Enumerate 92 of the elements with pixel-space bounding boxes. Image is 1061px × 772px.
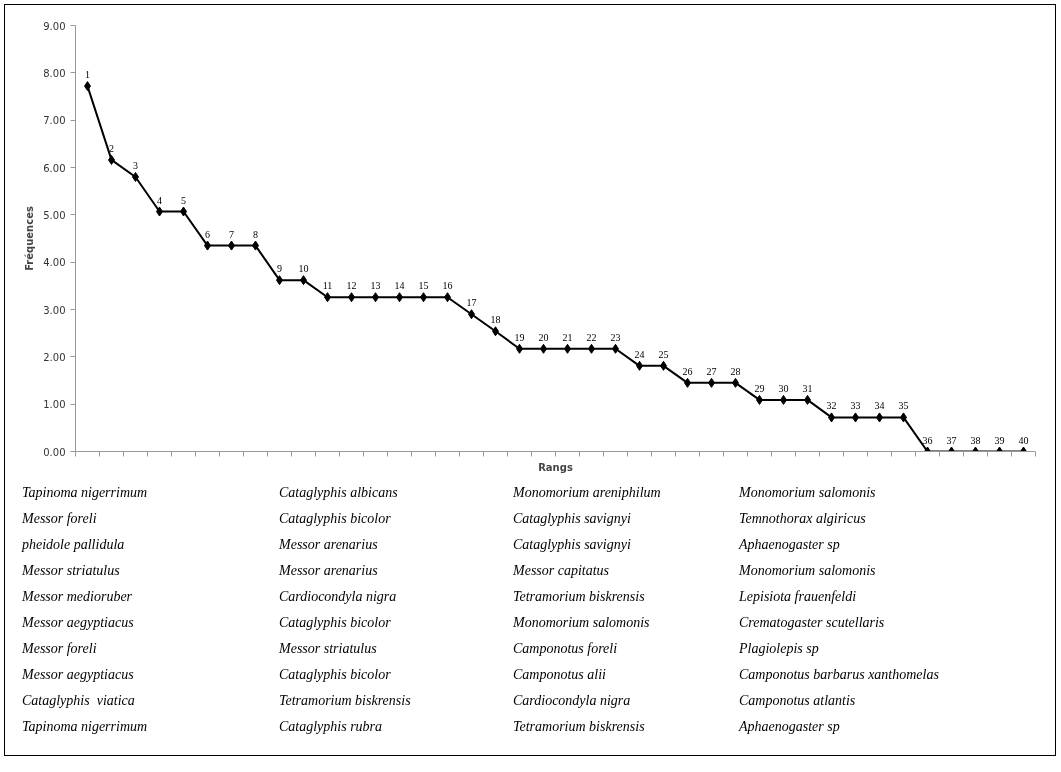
x-tick-label: 38 [970,434,981,446]
text: Cardiocondyla nigra [279,588,398,606]
text: Cataglyphis bicolor [279,666,392,684]
y-tick-label: 1.00 [43,399,66,411]
text: Camponotus foreli [513,640,619,658]
text: Tetramorium biskrensis [513,588,646,606]
x-tick-label: 8 [253,228,258,240]
y-tick-label: 8.00 [43,67,66,79]
text: Messor aegyptiacus [22,614,135,632]
x-tick-label: 24 [634,348,645,360]
x-tick-label: 12 [346,280,357,292]
x-tick-label: 18 [490,314,501,326]
text: Monomorium areniphilum [513,484,662,502]
x-tick-label: 40 [1018,434,1029,446]
x-tick-label: 7 [229,228,234,240]
text: Cataglyphis bicolor [279,510,392,528]
x-tick-label: 19 [514,331,525,343]
text: Monomorium salomonis [513,614,651,632]
text: Cardiocondyla nigra [513,692,632,710]
text: Cataglyphis viatica [22,692,136,710]
x-tick-label: 26 [682,365,693,377]
x-tick-label: 10 [298,263,309,275]
text: Camponotus atlantis [739,692,857,710]
x-tick-label: 39 [994,434,1005,446]
text: Messor arenarius [279,536,379,554]
x-tick-label: 32 [826,400,837,412]
x-tick-label: 21 [562,331,573,343]
x-tick-label: 11 [322,280,333,292]
x-tick-label: 20 [538,331,549,343]
y-tick-label: 5.00 [43,209,66,221]
x-tick-label: 22 [586,331,597,343]
x-tick-label: 34 [874,400,885,412]
x-tick-label: 3 [133,159,138,171]
x-tick-label: 30 [778,382,789,394]
y-tick-label: 9.00 [43,20,66,32]
x-tick-label: 28 [730,365,741,377]
x-tick-label: 5 [181,194,186,206]
text: Temnothorax algiricus [739,510,867,528]
text: Lepisiota frauenfeldi [739,588,858,606]
text: Messor capitatus [513,562,611,580]
x-tick-label: 36 [922,434,933,446]
x-tick-label: 37 [946,434,957,446]
text: pheidole pallidula [22,536,126,554]
text: Cataglyphis albicans [279,484,399,502]
x-tick-label: 25 [658,348,669,360]
y-axis-title: Fréquences [24,206,36,271]
x-tick-label: 35 [898,400,909,412]
text: Monomorium salomonis [739,484,877,502]
text: Aphaenogaster sp [739,536,841,554]
text: Tapinoma nigerrimum [22,718,149,736]
text: Cataglyphis savignyi [513,510,632,528]
x-axis-title: Rangs [538,461,573,473]
text: Cataglyphis savignyi [513,536,632,554]
x-tick-label: 27 [706,365,717,377]
x-tick-label: 31 [802,382,813,394]
text: Tapinoma nigerrimum [22,484,149,502]
text: Tetramorium biskrensis [513,718,646,736]
text: Plagiolepis sp [739,640,820,658]
x-tick-label: 13 [370,280,381,292]
y-tick-label: 7.00 [43,115,66,127]
x-tick-label: 9 [277,263,282,275]
text: Cataglyphis rubra [279,718,384,736]
text: Monomorium salomonis [739,562,877,580]
x-tick-label: 14 [394,280,405,292]
x-tick-label: 15 [418,280,429,292]
text: Camponotus alii [513,666,607,684]
text: Messor aegyptiacus [22,666,135,684]
text: Messor foreli [22,640,98,658]
y-tick-label: 4.00 [43,257,66,269]
x-tick-label: 17 [466,297,477,309]
y-tick-label: 3.00 [43,304,66,316]
text: Messor striatulus [22,562,121,580]
y-tick-label: 2.00 [43,351,66,363]
text: Cataglyphis bicolor [279,614,392,632]
x-tick-label: 29 [754,382,765,394]
text: Crematogaster scutellaris [739,614,886,632]
x-tick-label: 33 [850,400,861,412]
x-tick-label: 4 [157,194,162,206]
x-tick-label: 6 [205,228,210,240]
x-tick-label: 2 [109,142,114,154]
text: Messor striatulus [279,640,378,658]
y-tick-label: 0.00 [43,446,66,458]
text: Tetramorium biskrensis [279,692,412,710]
y-tick-label: 6.00 [43,162,66,174]
text: Messor medioruber [22,588,134,606]
x-tick-label: 16 [442,280,453,292]
text: Camponotus barbarus xanthomelas [739,666,940,684]
x-tick-label: 1 [85,69,90,81]
x-tick-label: 23 [610,331,621,343]
text: Messor arenarius [279,562,379,580]
text: Messor foreli [22,510,98,528]
text: Aphaenogaster sp [739,718,841,736]
